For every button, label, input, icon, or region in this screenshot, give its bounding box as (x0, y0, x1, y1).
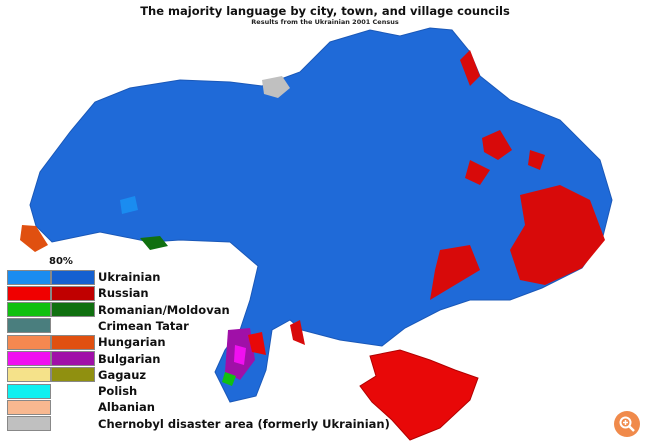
map-subtitle: Results from the Ukrainian 2001 Census (251, 18, 399, 26)
legend-label: Romanian/Moldovan (98, 302, 230, 317)
legend-swatch-80-percent (51, 318, 95, 333)
legend-item: Polish (7, 383, 137, 399)
legend-label: Ukrainian (98, 270, 161, 284)
legend-swatch-majority (7, 334, 51, 350)
legend-item: Romanian/Moldovan (7, 302, 230, 318)
legend-swatch-majority (7, 285, 51, 301)
legend-label: Crimean Tatar (98, 318, 189, 333)
legend-swatch-80-percent (51, 269, 95, 285)
legend-item: Chernobyl disaster area (formerly Ukrain… (7, 416, 390, 432)
legend-item: Crimean Tatar (7, 318, 189, 334)
legend-swatch-majority (7, 351, 51, 366)
legend-swatch-80-percent (51, 285, 95, 301)
legend-swatch-80-percent (51, 302, 95, 318)
crimea (359, 349, 479, 441)
legend-swatch-majority (7, 367, 51, 383)
legend-label: Hungarian (98, 335, 166, 350)
legend-swatch-majority (7, 399, 51, 415)
legend-swatch-80-percent (51, 367, 95, 383)
legend-label: Gagauz (98, 367, 147, 382)
map-title: The majority language by city, town, and… (140, 4, 510, 18)
legend-swatch-majority (7, 416, 51, 432)
legend-swatch-80-percent (51, 351, 95, 366)
legend-item: Ukrainian (7, 269, 160, 285)
legend-item: Gagauz (7, 367, 146, 383)
minority-language-areas (20, 196, 266, 386)
legend-swatch-80-percent (51, 384, 95, 399)
ukraine-mainland (29, 27, 613, 403)
zoom-button[interactable] (614, 411, 640, 437)
zoom-in-icon (619, 416, 635, 432)
legend-label: Polish (98, 384, 138, 399)
legend-swatch-majority (7, 383, 51, 399)
legend-label: Russian (98, 286, 149, 301)
legend-swatch-80-percent (51, 416, 95, 431)
legend-swatch-80-percent (51, 334, 95, 350)
legend-label: Albanian (98, 400, 155, 415)
legend-label: Chernobyl disaster area (formerly Ukrain… (98, 416, 390, 431)
legend-swatch-80-percent (51, 400, 95, 415)
russian-majority-areas (290, 50, 605, 345)
legend-threshold-label: 80% (49, 256, 73, 267)
legend-item: Russian (7, 285, 149, 301)
chernobyl-area (262, 76, 290, 98)
legend-swatch-majority (7, 318, 51, 334)
legend-swatch-majority (7, 269, 51, 285)
legend-swatch-majority (7, 302, 51, 318)
legend-item: Bulgarian (7, 351, 160, 367)
legend-item: Albanian (7, 399, 155, 415)
legend-item: Hungarian (7, 334, 166, 350)
legend-label: Bulgarian (98, 351, 161, 366)
